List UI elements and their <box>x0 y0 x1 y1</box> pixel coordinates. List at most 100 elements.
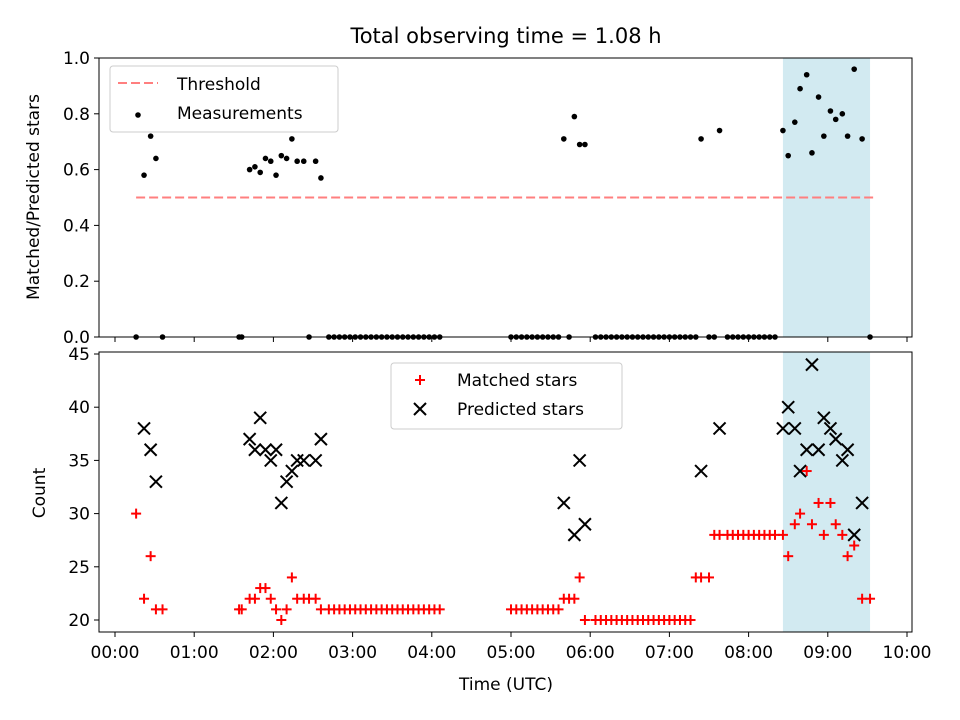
top-y-tick-label: 0.0 <box>63 328 90 348</box>
predicted-star-point-b <box>279 474 294 489</box>
matched-star-point <box>777 529 788 540</box>
predicted-legend-label: Predicted stars <box>457 400 584 420</box>
x-tick-label: 06:00 <box>566 643 615 663</box>
top-legend: Threshold Measurements <box>109 65 339 133</box>
predicted-star-point-b <box>274 496 289 510</box>
predicted-star-point <box>823 421 838 436</box>
measurement-point <box>797 85 803 92</box>
predicted-star-point <box>137 421 151 436</box>
matched-star-point <box>825 497 836 508</box>
measurement-point <box>851 66 857 72</box>
predicted-star-point-b <box>855 496 869 510</box>
matched-star-point <box>157 604 168 615</box>
top-plot-frame <box>98 57 913 338</box>
predicted-star-point-b <box>269 443 283 457</box>
matched-star-point <box>806 519 817 530</box>
predicted-star-point <box>781 400 795 414</box>
predicted-star-point-b <box>811 443 826 457</box>
matched-star-point <box>145 551 156 562</box>
top-legend-box <box>109 65 339 133</box>
predicted-star-point-b <box>557 496 571 510</box>
matched-star-point <box>801 466 812 477</box>
matched-legend-label: Matched stars <box>457 371 577 391</box>
predicted-legend-swatch <box>413 402 427 416</box>
top-y-tick-label: 0.8 <box>63 105 90 125</box>
predicted-star-point <box>835 453 850 468</box>
measurement-point <box>300 158 307 165</box>
predicted-star-point <box>253 411 267 425</box>
predicted-star-point-b <box>308 453 323 468</box>
matched-star-point <box>236 604 247 615</box>
predicted-star-point <box>817 411 831 425</box>
x-tick-label: 05:00 <box>487 643 536 663</box>
measurement-point <box>821 133 827 139</box>
predicted-star-point <box>829 432 843 446</box>
predicted-star-point <box>572 453 587 468</box>
bottom-y-tick-label: 25 <box>68 558 90 578</box>
predicted-star-point-b <box>788 421 802 436</box>
predicted-star-point-b <box>781 400 795 414</box>
predicted-star-point-b <box>149 474 163 489</box>
x-tick-label: 09:00 <box>803 643 852 663</box>
bottom-y-axis-label: Count <box>30 467 50 518</box>
bottom-x-ticks: 00:00 01:00 02:00 03:00 04:00 05:00 06:00 07:00… <box>91 632 932 663</box>
measurement-point <box>267 158 274 165</box>
predicted-star-point <box>269 443 283 457</box>
predicted-star-point <box>258 443 273 457</box>
matched-star-point <box>286 572 297 583</box>
matched-star-point <box>434 604 445 615</box>
matched-star-point <box>249 593 260 604</box>
measurement-point <box>698 136 704 142</box>
predicted-star-point-b <box>567 528 582 542</box>
measurement-point <box>839 111 846 117</box>
measurement-point <box>815 94 822 100</box>
top-y-tick-label: 0.2 <box>63 272 90 292</box>
measurement-point <box>312 158 319 165</box>
predicted-star-point <box>811 443 826 457</box>
top-y-axis-label: Matched/Predicted stars <box>24 94 44 300</box>
measurement-point <box>809 150 815 156</box>
predicted-star-point <box>143 443 158 457</box>
measurement-point <box>832 116 839 123</box>
matched-star-point <box>265 593 276 604</box>
predicted-star-point-b <box>578 517 592 531</box>
measurements-legend-swatch <box>135 112 141 118</box>
matched-star-point <box>830 519 841 530</box>
predicted-legend-marker-b <box>413 402 427 416</box>
measurement-point <box>273 172 279 178</box>
bottom-y-tick-label: 35 <box>68 451 90 471</box>
x-tick-label: 10:00 <box>883 643 932 663</box>
predicted-star-point <box>274 496 289 510</box>
measurement-point <box>827 108 834 114</box>
x-tick-label: 02:00 <box>249 643 298 663</box>
matched-star-point <box>569 593 580 604</box>
top-x-ticks <box>114 337 908 342</box>
measurement-point <box>278 152 285 159</box>
predicted-star-point-b <box>712 421 727 436</box>
predicted-star-point-b <box>799 443 814 457</box>
matched-star-point <box>837 529 848 540</box>
x-tick-label: 03:00 <box>328 643 377 663</box>
measurement-point <box>780 127 786 134</box>
matched-star-point <box>139 593 150 604</box>
matched-legend-marker <box>415 375 425 385</box>
matched-legend-swatch <box>415 375 425 385</box>
matched-star-point <box>842 551 853 562</box>
predicted-stars-points <box>137 357 869 542</box>
matched-star-point <box>783 551 794 562</box>
predicted-star-point <box>279 474 294 489</box>
predicted-star-point-b <box>285 464 299 478</box>
predicted-star-point <box>776 421 790 436</box>
measurement-point <box>153 155 159 162</box>
matched-star-point <box>795 508 806 519</box>
matched-star-point <box>260 583 271 594</box>
measurement-point <box>289 136 295 142</box>
predicted-legend-marker <box>413 402 427 416</box>
matched-star-point <box>310 593 321 604</box>
x-tick-label: 00:00 <box>91 643 140 663</box>
predicted-star-point <box>242 432 257 446</box>
predicted-star-point <box>793 464 807 478</box>
x-tick-label: 04:00 <box>407 643 456 663</box>
matched-stars-points <box>131 466 876 625</box>
